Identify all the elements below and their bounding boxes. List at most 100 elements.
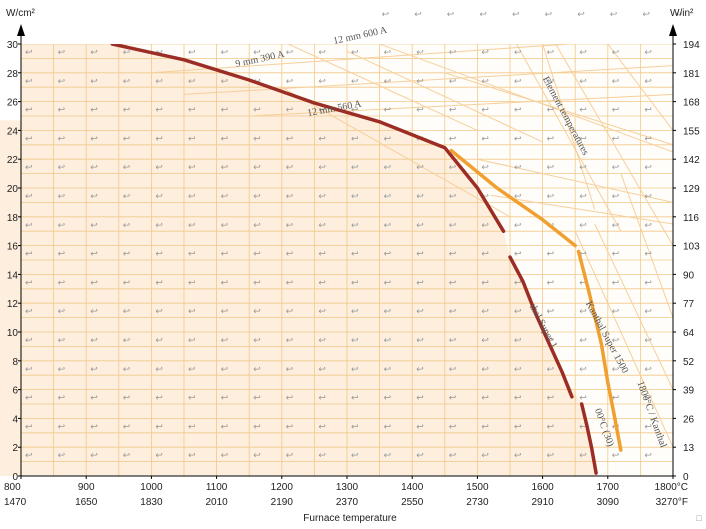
paragraph-mark: ↩ bbox=[58, 191, 66, 201]
paragraph-mark: ↩ bbox=[90, 277, 98, 287]
paragraph-mark: ↩ bbox=[384, 364, 392, 374]
paragraph-mark: ↩ bbox=[286, 364, 294, 374]
paragraph-mark: ↩ bbox=[123, 249, 131, 259]
paragraph-mark: ↩ bbox=[547, 306, 555, 316]
paragraph-mark: ↩ bbox=[514, 306, 522, 316]
paragraph-mark: ↩ bbox=[481, 249, 489, 259]
paragraph-mark: ↩ bbox=[449, 133, 457, 143]
series-line bbox=[576, 249, 623, 452]
guide-line bbox=[183, 65, 673, 95]
paragraph-mark: ↩ bbox=[579, 220, 587, 230]
paragraph-mark: ↩ bbox=[58, 133, 66, 143]
y-right-tick-label: 26 bbox=[683, 414, 695, 425]
y-left-tick-label: 6 bbox=[12, 386, 18, 397]
paragraph-mark: ↩ bbox=[25, 191, 33, 201]
paragraph-mark: ↩ bbox=[90, 105, 98, 115]
paragraph-mark: ↩ bbox=[253, 249, 261, 259]
paragraph-mark: ↩ bbox=[579, 76, 587, 86]
paragraph-mark: ↩ bbox=[514, 220, 522, 230]
paragraph-mark: ↩ bbox=[481, 450, 489, 460]
grid bbox=[21, 44, 673, 476]
guide-line bbox=[542, 44, 596, 210]
paragraph-mark: ↩ bbox=[384, 47, 392, 57]
paragraph-mark: ↩ bbox=[449, 76, 457, 86]
paragraph-mark: ↩ bbox=[351, 220, 359, 230]
paragraph-mark: ↩ bbox=[318, 335, 326, 345]
paragraph-mark: ↩ bbox=[90, 47, 98, 57]
paragraph-mark: ↩ bbox=[123, 306, 131, 316]
x-tick-label-celsius: 1400 bbox=[401, 482, 424, 493]
paragraph-mark: ↩ bbox=[414, 9, 422, 19]
paragraph-mark: ↩ bbox=[188, 47, 196, 57]
paragraph-mark: ↩ bbox=[547, 162, 555, 172]
paragraph-mark: ↩ bbox=[25, 220, 33, 230]
paragraph-mark: ↩ bbox=[155, 335, 163, 345]
paragraph-mark: ↩ bbox=[188, 133, 196, 143]
paragraph-mark: ↩ bbox=[286, 162, 294, 172]
y-left-tick-label: 0 bbox=[12, 472, 18, 483]
paragraph-mark: ↩ bbox=[253, 47, 261, 57]
paragraph-mark: ↩ bbox=[481, 393, 489, 403]
paragraph-mark: ↩ bbox=[579, 421, 587, 431]
y-right-tick-label: 0 bbox=[683, 472, 689, 483]
paragraph-mark: ↩ bbox=[612, 76, 620, 86]
y-right-tick-label: 142 bbox=[683, 155, 700, 166]
x-tick-label-fahrenheit: 1650 bbox=[75, 497, 98, 508]
paragraph-mark: ↩ bbox=[579, 335, 587, 345]
series-line bbox=[449, 148, 577, 248]
paragraph-mark: ↩ bbox=[155, 191, 163, 201]
paragraph-mark: ↩ bbox=[579, 249, 587, 259]
paragraph-mark: ↩ bbox=[481, 421, 489, 431]
paragraph-mark: ↩ bbox=[253, 277, 261, 287]
y-left-arrow-icon bbox=[17, 24, 25, 36]
paragraph-mark: ↩ bbox=[188, 162, 196, 172]
paragraph-mark: ↩ bbox=[90, 220, 98, 230]
guide-line bbox=[346, 50, 543, 143]
paragraph-mark: ↩ bbox=[579, 162, 587, 172]
paragraph-mark: ↩ bbox=[384, 162, 392, 172]
paragraph-mark: ↩ bbox=[286, 249, 294, 259]
paragraph-mark: ↩ bbox=[286, 133, 294, 143]
paragraph-mark: ↩ bbox=[188, 76, 196, 86]
paragraph-mark: ↩ bbox=[579, 393, 587, 403]
paragraph-mark: ↩ bbox=[123, 450, 131, 460]
paragraph-mark: ↩ bbox=[547, 450, 555, 460]
paragraph-mark: ↩ bbox=[188, 335, 196, 345]
paragraph-mark: ↩ bbox=[481, 335, 489, 345]
paragraph-mark: ↩ bbox=[449, 220, 457, 230]
paragraph-mark: ↩ bbox=[221, 450, 229, 460]
paragraph-mark: ↩ bbox=[644, 105, 652, 115]
y-right-tick-label: 194 bbox=[683, 40, 700, 51]
paragraph-mark: ↩ bbox=[481, 162, 489, 172]
paragraph-mark: ↩ bbox=[514, 133, 522, 143]
paragraph-mark: ↩ bbox=[612, 277, 620, 287]
paragraph-mark: ↩ bbox=[188, 450, 196, 460]
paragraph-mark: ↩ bbox=[221, 306, 229, 316]
guide-line bbox=[151, 44, 576, 74]
paragraph-mark: ↩ bbox=[25, 76, 33, 86]
paragraph-mark: ↩ bbox=[155, 421, 163, 431]
paragraph-mark: ↩ bbox=[58, 220, 66, 230]
paragraph-mark: ↩ bbox=[612, 133, 620, 143]
paragraph-mark: ↩ bbox=[90, 191, 98, 201]
paragraph-mark: ↩ bbox=[188, 249, 196, 259]
paragraph-mark: ↩ bbox=[416, 421, 424, 431]
paragraph-mark: ↩ bbox=[25, 393, 33, 403]
paragraph-mark: ↩ bbox=[25, 306, 33, 316]
paragraph-mark: ↩ bbox=[351, 306, 359, 316]
paragraph-mark: ↩ bbox=[318, 249, 326, 259]
paragraph-mark: ↩ bbox=[58, 277, 66, 287]
paragraph-mark: ↩ bbox=[579, 277, 587, 287]
guide-line bbox=[281, 86, 511, 218]
y-left-tick-label: 28 bbox=[7, 69, 19, 80]
paragraph-mark: ↩ bbox=[644, 335, 652, 345]
paragraph-mark: ↩ bbox=[351, 335, 359, 345]
paragraph-mark: ↩ bbox=[188, 220, 196, 230]
paragraph-mark: ↩ bbox=[286, 220, 294, 230]
paragraph-mark: ↩ bbox=[644, 162, 652, 172]
paragraph-mark: ↩ bbox=[512, 9, 520, 19]
y-left-tick-label: 2 bbox=[12, 443, 18, 454]
paragraph-mark: ↩ bbox=[221, 421, 229, 431]
y-left-tick-label: 14 bbox=[7, 270, 19, 281]
y-left-tick-label: 12 bbox=[7, 299, 19, 310]
